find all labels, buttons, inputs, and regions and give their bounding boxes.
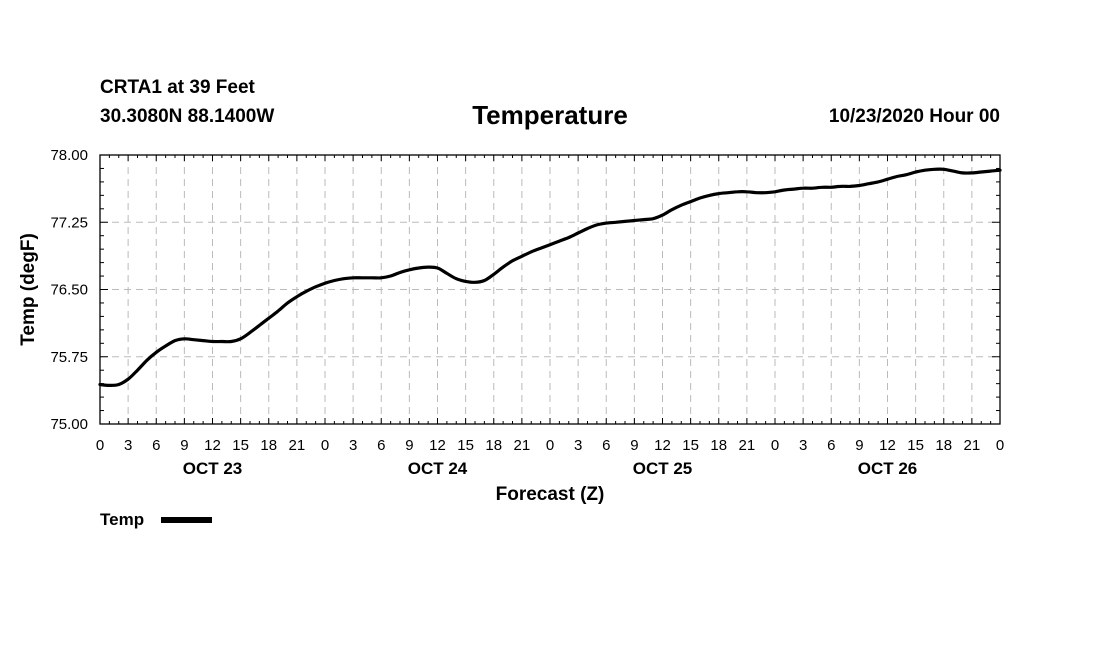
station-coordinates: 30.3080N 88.1400W xyxy=(100,106,275,127)
x-tick-label: 0 xyxy=(996,437,1004,454)
x-tick-label: 3 xyxy=(799,437,807,454)
legend-label: Temp xyxy=(100,510,144,529)
x-tick-label: 15 xyxy=(682,437,699,454)
x-tick-label: 21 xyxy=(964,437,981,454)
x-tick-label: 21 xyxy=(739,437,756,454)
x-tick-label: 15 xyxy=(457,437,474,454)
x-tick-label: 3 xyxy=(574,437,582,454)
x-tick-label: 6 xyxy=(827,437,835,454)
x-tick-label: 12 xyxy=(204,437,221,454)
x-tick-label: 3 xyxy=(349,437,357,454)
legend: Temp xyxy=(100,510,212,529)
x-tick-label: 0 xyxy=(546,437,554,454)
y-tick-label: 76.50 xyxy=(50,282,88,299)
x-tick-label: 6 xyxy=(602,437,610,454)
x-tick-label: 21 xyxy=(289,437,306,454)
chart-title: Temperature xyxy=(472,100,628,130)
forecast-datetime: 10/23/2020 Hour 00 xyxy=(828,106,1000,127)
y-tick-label: 77.25 xyxy=(50,214,88,231)
x-tick-label: 21 xyxy=(514,437,531,454)
x-tick-labels: 0 3 6 9 12 15 18 21 0 3 6 9 12 15 18 21 0 3 6 9 12 15 18 21 0 3 6 9… xyxy=(96,437,1004,454)
temp-series-line xyxy=(98,167,1002,388)
y-tick-label: 75.75 xyxy=(50,349,88,366)
day-label: OCT 24 xyxy=(408,459,468,478)
x-tick-label: 0 xyxy=(96,437,104,454)
x-tick-label: 9 xyxy=(180,437,188,454)
plot-frame xyxy=(99,154,1001,425)
x-tick-label: 0 xyxy=(321,437,329,454)
y-tick-labels: 75.00 75.75 76.50 77.25 78.00 xyxy=(50,147,88,433)
x-tick-label: 12 xyxy=(429,437,446,454)
x-axis-label: Forecast (Z) xyxy=(496,484,605,505)
station-label: CRTA1 at 39 Feet xyxy=(100,77,255,98)
x-tick-label: 15 xyxy=(232,437,249,454)
x-tick-label: 0 xyxy=(771,437,779,454)
y-axis-label: Temp (degF) xyxy=(18,233,39,346)
x-tick-label: 6 xyxy=(152,437,160,454)
x-tick-label: 12 xyxy=(654,437,671,454)
x-tick-label: 9 xyxy=(630,437,638,454)
grid-lines xyxy=(100,155,1000,424)
day-labels: OCT 23 OCT 24 OCT 25 OCT 26 xyxy=(183,459,918,478)
x-tick-label: 18 xyxy=(935,437,952,454)
day-label: OCT 23 xyxy=(183,459,243,478)
day-label: OCT 25 xyxy=(633,459,693,478)
day-label: OCT 26 xyxy=(858,459,918,478)
x-tick-label: 18 xyxy=(710,437,727,454)
y-tick-label: 78.00 xyxy=(50,147,88,164)
x-tick-label: 9 xyxy=(855,437,863,454)
y-tick-label: 75.00 xyxy=(50,416,88,433)
legend-swatch xyxy=(161,517,212,523)
x-tick-label: 9 xyxy=(405,437,413,454)
x-tick-label: 3 xyxy=(124,437,132,454)
x-tick-label: 12 xyxy=(879,437,896,454)
x-tick-label: 6 xyxy=(377,437,385,454)
x-tick-label: 15 xyxy=(907,437,924,454)
x-tick-label: 18 xyxy=(485,437,502,454)
x-tick-label: 18 xyxy=(260,437,277,454)
